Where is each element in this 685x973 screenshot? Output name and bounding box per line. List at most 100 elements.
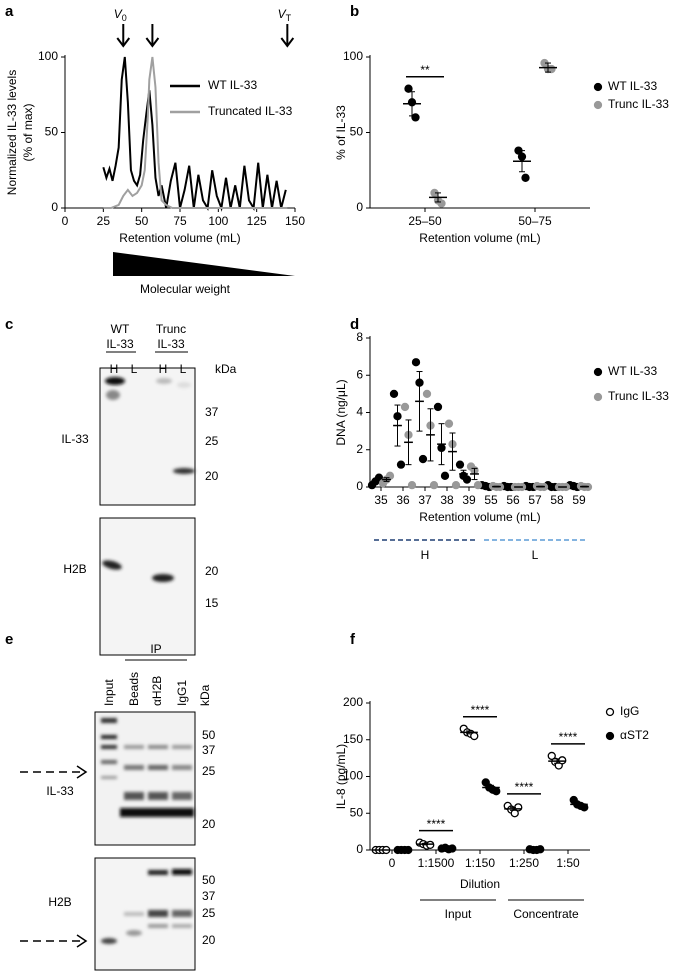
blot	[99, 367, 196, 506]
legend-swatch	[593, 82, 603, 92]
data-line	[102, 56, 287, 212]
data-point	[521, 173, 530, 182]
group-label: IL-33	[157, 337, 185, 351]
data-point	[407, 480, 417, 490]
x-tick-label: 1:250	[509, 856, 539, 870]
x-tick-label: 56	[506, 493, 520, 507]
data-point	[385, 471, 395, 480]
x-tick-label: 50	[135, 214, 149, 228]
annotation: Molecular weight	[140, 282, 231, 296]
data-point	[411, 358, 421, 367]
panel-letter: a	[5, 3, 14, 20]
marker-label: 50	[202, 728, 216, 742]
lane-label: H	[110, 362, 119, 376]
y-tick-label: 100	[343, 49, 363, 63]
x-axis-label: Dilution	[460, 877, 500, 891]
group-label: Input	[445, 907, 472, 921]
blot-label: IL-33	[46, 784, 74, 798]
marker-label: 25	[205, 434, 219, 448]
y-tick-label: 8	[356, 330, 363, 344]
annotation-arrow-head	[280, 37, 295, 48]
data-point	[418, 454, 428, 464]
data-point	[451, 480, 461, 490]
legend-swatch	[593, 392, 603, 402]
marker-label: 25	[202, 906, 216, 920]
x-tick-label: 125	[247, 214, 267, 228]
y-axis-label: % of IL-33	[334, 105, 348, 160]
legend-label: WT IL-33	[208, 78, 257, 92]
group-label: Concentrate	[513, 907, 579, 921]
data-point	[396, 460, 406, 469]
marker-label: 25	[202, 764, 216, 778]
panel-letter: e	[5, 631, 13, 648]
x-tick-label: 37	[418, 493, 432, 507]
panel-letter: b	[350, 3, 359, 20]
x-tick-label: 0	[389, 856, 396, 870]
x-tick-label: 58	[550, 493, 564, 507]
annotation-label: V0	[114, 7, 127, 23]
ip-label: IP	[150, 642, 161, 656]
data-point	[547, 751, 556, 761]
annotation-subscript: 0	[122, 13, 127, 23]
x-axis-label: Retention volume (mL)	[419, 231, 540, 245]
panel-letter: f	[350, 631, 356, 648]
x-tick-label: 25–50	[408, 214, 442, 228]
x-tick-label: 100	[208, 214, 228, 228]
x-tick-label: 150	[285, 214, 305, 228]
annotation-subscript: T	[286, 13, 292, 23]
x-tick-label: 1:150	[465, 856, 495, 870]
y-tick-label: 100	[38, 49, 58, 63]
marker-label: 20	[202, 933, 216, 947]
x-tick-label: 59	[572, 493, 586, 507]
legend-label: Truncated IL-33	[208, 104, 293, 118]
x-axis-label: Retention volume (mL)	[419, 510, 540, 524]
x-tick-label: 1:50	[556, 856, 580, 870]
x-tick-label: 0	[62, 214, 69, 228]
y-tick-label: 50	[350, 805, 364, 819]
group-label: WT	[111, 322, 130, 336]
y-tick-label: 2	[356, 442, 363, 456]
y-tick-label: 150	[343, 732, 363, 746]
lane-label: H	[159, 362, 168, 376]
lane-label: L	[180, 362, 187, 376]
legend-label: WT IL-33	[608, 364, 657, 378]
legend-swatch	[593, 367, 603, 377]
y-tick-label: 0	[356, 200, 363, 214]
lane-label: Input	[102, 679, 116, 706]
legend-label: Trunc IL-33	[608, 389, 669, 403]
data-point	[429, 480, 439, 490]
marker-label: 20	[205, 564, 219, 578]
lane-label: IgG1	[175, 680, 189, 706]
x-tick-label: 25	[97, 214, 111, 228]
annotation-arrow-head	[145, 37, 160, 48]
legend-swatch	[593, 100, 603, 110]
legend-label: IgG	[620, 704, 639, 718]
blot	[99, 517, 196, 656]
group-label: IL-33	[106, 337, 134, 351]
marker-label: 37	[202, 889, 216, 903]
marker-label: 15	[205, 596, 219, 610]
legend-label: WT IL-33	[608, 79, 657, 93]
data-point	[473, 480, 483, 490]
marker-label: 20	[202, 817, 216, 831]
y-tick-label: 0	[51, 200, 58, 214]
blot-label: IL-33	[61, 432, 89, 446]
unit-label: kDa	[215, 362, 237, 376]
y-tick-label: 100	[343, 769, 363, 783]
x-tick-label: 35	[374, 493, 388, 507]
panel-letter: d	[350, 316, 359, 333]
data-point	[400, 402, 410, 412]
legend-swatch	[605, 731, 615, 741]
significance-label: ****	[427, 817, 446, 831]
y-tick-label: 0	[356, 842, 363, 856]
y-axis-label: Normalized IL-33 levels	[5, 70, 19, 195]
legend-swatch	[605, 707, 615, 717]
legend-label: Trunc IL-33	[608, 97, 669, 111]
data-point	[492, 787, 501, 796]
y-tick-label: 200	[343, 695, 363, 709]
data-line	[103, 56, 288, 209]
x-tick-label: 57	[528, 493, 542, 507]
blot-label: H2B	[63, 562, 86, 576]
x-tick-label: 36	[396, 493, 410, 507]
